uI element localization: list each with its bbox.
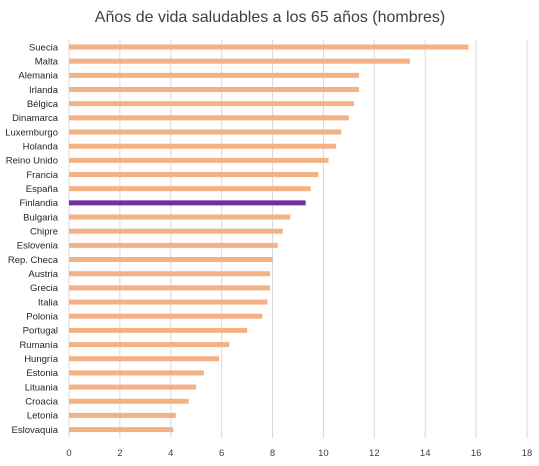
x-tick-label: 14	[420, 448, 431, 459]
category-label: Croacia	[25, 397, 58, 408]
category-label: Reino Unido	[6, 156, 58, 167]
bar-highlight	[69, 200, 306, 206]
grid-lines	[68, 40, 528, 438]
bar	[69, 356, 220, 362]
bar	[69, 129, 342, 135]
x-tick-label: 2	[117, 448, 122, 459]
bar	[69, 58, 410, 64]
bar	[69, 172, 319, 178]
bar	[69, 342, 230, 348]
bar	[69, 72, 360, 78]
bar	[69, 285, 271, 291]
category-label: Lituania	[25, 382, 59, 393]
bars	[69, 44, 469, 433]
bar	[69, 327, 248, 333]
bar	[69, 398, 189, 404]
x-tick-label: 8	[270, 448, 275, 459]
bar	[69, 257, 273, 263]
category-labels: Suecia Malta Alemania Irlanda Bélgica Dinamar…	[5, 42, 59, 436]
x-tick-label: 6	[219, 448, 224, 459]
category-label: Suecia	[29, 42, 59, 53]
category-label: Irlanda	[29, 85, 59, 96]
category-label: Dinamarca	[12, 113, 59, 124]
bar	[69, 44, 469, 50]
bar	[69, 214, 291, 220]
bar	[69, 271, 271, 277]
category-label: Eslovaquia	[12, 425, 59, 436]
x-tick-label: 16	[471, 448, 482, 459]
bar	[69, 143, 337, 149]
category-label: Polonia	[26, 312, 58, 323]
bar	[69, 186, 311, 192]
bar	[69, 299, 268, 305]
x-tick-label: 10	[318, 448, 329, 459]
bar	[69, 384, 197, 390]
category-label: Portugal	[23, 326, 58, 337]
chart-title: Años de vida saludables a los 65 años (h…	[95, 9, 445, 26]
bar	[69, 228, 283, 234]
category-label: Rep. Checa	[8, 255, 59, 266]
category-label: Estonia	[26, 368, 58, 379]
category-label: Rumanía	[19, 340, 58, 351]
bar	[69, 313, 263, 319]
x-tick-label: 12	[369, 448, 380, 459]
bar	[69, 242, 278, 248]
category-label: Eslovenia	[17, 241, 59, 252]
bar	[69, 157, 329, 163]
x-tick-label: 4	[168, 448, 173, 459]
x-tick-label: 0	[66, 448, 71, 459]
category-label: Francia	[26, 170, 58, 181]
category-label: Grecia	[30, 283, 59, 294]
x-tick-labels: 0 2 4 6 8 10 12 14 16 18	[66, 448, 532, 459]
bar	[69, 101, 354, 107]
category-label: Letonia	[27, 411, 59, 422]
category-label: Finlandia	[19, 198, 58, 209]
category-label: Malta	[35, 56, 59, 67]
bar	[69, 427, 174, 433]
category-label: Alemania	[18, 71, 58, 82]
x-tick-label: 18	[522, 448, 533, 459]
bar	[69, 412, 176, 418]
category-label: Hungría	[24, 354, 59, 365]
bar	[69, 115, 349, 121]
category-label: Holanda	[23, 141, 59, 152]
bar	[69, 370, 204, 376]
category-label: Bulgaria	[23, 212, 59, 223]
category-label: Bélgica	[27, 99, 59, 110]
category-label: España	[26, 184, 59, 195]
bar	[69, 87, 360, 93]
category-label: Chipre	[30, 227, 58, 238]
category-label: Austria	[28, 269, 58, 280]
category-label: Luxemburgo	[5, 127, 58, 138]
category-label: Italia	[38, 297, 59, 308]
